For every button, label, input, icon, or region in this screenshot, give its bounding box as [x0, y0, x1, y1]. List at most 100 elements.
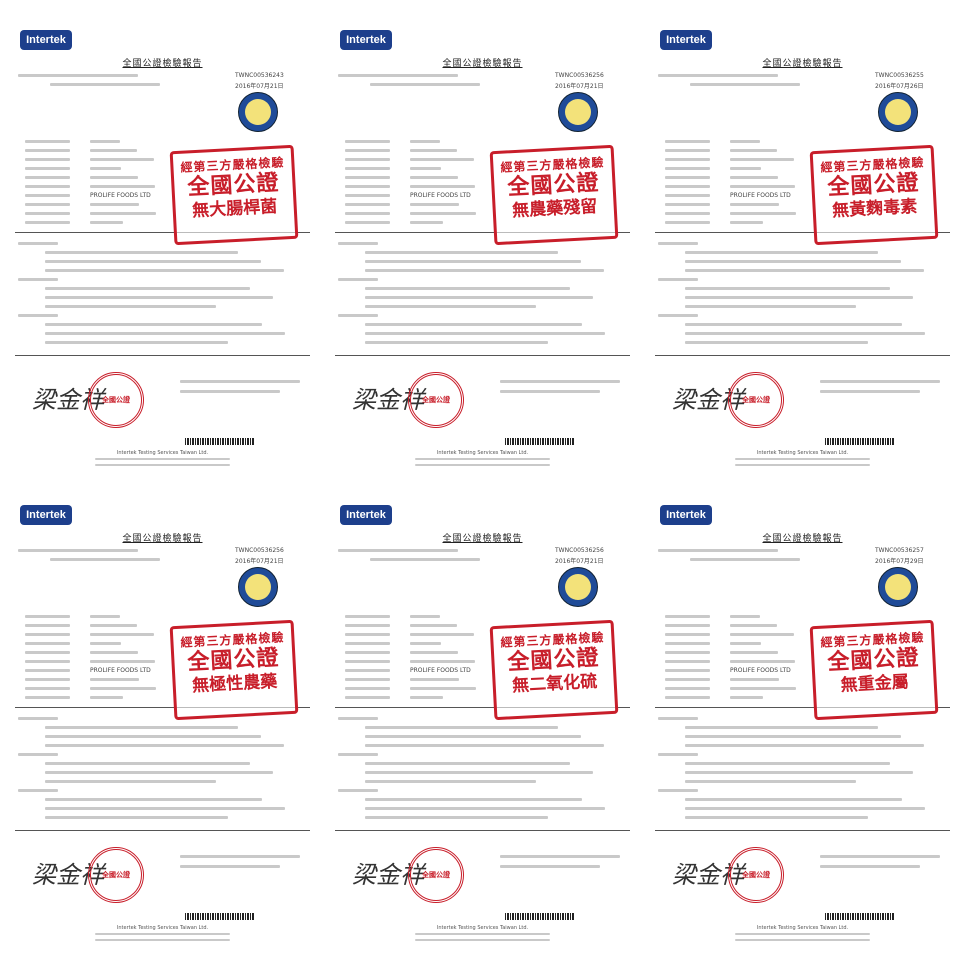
text-line: [25, 669, 70, 672]
text-line: [658, 242, 698, 245]
text-line: [735, 939, 870, 941]
manufacturer: PROLIFE FOODS LTD: [410, 667, 471, 674]
text-line: [45, 726, 238, 729]
report-date: 2016年07月29日: [875, 558, 924, 565]
text-line: [735, 458, 870, 460]
text-line: [90, 185, 155, 188]
text-line: [180, 855, 300, 858]
text-line: [658, 314, 698, 317]
text-line: [365, 296, 593, 299]
text-line: [45, 744, 284, 747]
manufacturer: PROLIFE FOODS LTD: [730, 667, 791, 674]
text-line: [365, 726, 558, 729]
text-line: [95, 939, 230, 941]
text-line: [665, 158, 710, 161]
text-line: [25, 203, 70, 206]
text-line: [338, 278, 378, 281]
text-line: [730, 221, 763, 224]
text-line: [665, 615, 710, 618]
text-line: [90, 140, 120, 143]
text-line: [410, 687, 476, 690]
certification-stamp: 經第三方嚴格檢驗 全國公證 無二氧化硫: [489, 619, 619, 721]
text-line: [658, 549, 778, 552]
text-line: [730, 203, 779, 206]
text-line: [90, 633, 154, 636]
text-line: [45, 816, 228, 819]
text-line: [25, 678, 70, 681]
intertek-logo: Intertek: [660, 505, 712, 525]
text-line: [685, 269, 924, 272]
barcode: [505, 438, 575, 445]
barcode: [825, 438, 895, 445]
text-line: [345, 624, 390, 627]
text-line: [90, 221, 123, 224]
text-line: [665, 203, 710, 206]
text-line: [365, 762, 570, 765]
text-line: [25, 167, 70, 170]
manufacturer: PROLIFE FOODS LTD: [410, 192, 471, 199]
text-line: [345, 185, 390, 188]
text-line: [18, 314, 58, 317]
footer-company: Intertek Testing Services Taiwan Ltd.: [436, 925, 529, 931]
text-line: [25, 615, 70, 618]
text-line: [45, 287, 250, 290]
text-line: [665, 687, 710, 690]
text-line: [45, 762, 250, 765]
intertek-logo: Intertek: [20, 30, 72, 50]
text-line: [410, 158, 474, 161]
divider: [15, 830, 310, 831]
text-line: [365, 332, 605, 335]
footer-company: Intertek Testing Services Taiwan Ltd.: [756, 925, 849, 931]
text-line: [658, 789, 698, 792]
text-line: [410, 660, 475, 663]
accreditation-emblem: [878, 567, 918, 607]
text-line: [685, 251, 878, 254]
text-line: [25, 633, 70, 636]
divider: [655, 830, 950, 831]
text-line: [410, 615, 440, 618]
text-line: [365, 341, 548, 344]
text-line: [345, 687, 390, 690]
text-line: [730, 140, 760, 143]
text-line: [90, 687, 156, 690]
text-line: [410, 678, 459, 681]
barcode: [185, 913, 255, 920]
text-line: [685, 735, 901, 738]
test-report-document: Intertek 全國公證檢驗報告 TWNC00536256 2016年07月21日 P…: [330, 20, 635, 470]
text-line: [45, 780, 216, 783]
text-line: [50, 83, 160, 86]
text-line: [18, 278, 58, 281]
text-line: [45, 341, 228, 344]
text-line: [90, 176, 138, 179]
report-number: TWNC00536256: [555, 72, 604, 79]
text-line: [365, 251, 558, 254]
text-line: [345, 669, 390, 672]
text-line: [685, 807, 925, 810]
text-line: [730, 149, 777, 152]
text-line: [365, 260, 581, 263]
text-line: [345, 212, 390, 215]
text-line: [365, 798, 582, 801]
text-line: [410, 149, 457, 152]
text-line: [345, 140, 390, 143]
text-line: [410, 633, 474, 636]
text-line: [25, 651, 70, 654]
text-line: [730, 633, 794, 636]
company-seal: 全國公證: [88, 372, 144, 428]
divider: [15, 355, 310, 356]
text-line: [90, 212, 156, 215]
text-line: [410, 221, 443, 224]
text-line: [345, 149, 390, 152]
text-line: [25, 642, 70, 645]
text-line: [345, 660, 390, 663]
company-seal: 全國公證: [408, 372, 464, 428]
text-line: [25, 140, 70, 143]
intertek-logo: Intertek: [660, 30, 712, 50]
text-line: [45, 323, 262, 326]
footer-company: Intertek Testing Services Taiwan Ltd.: [436, 450, 529, 456]
text-line: [338, 242, 378, 245]
text-line: [345, 167, 390, 170]
manufacturer: PROLIFE FOODS LTD: [90, 667, 151, 674]
text-line: [690, 558, 800, 561]
text-line: [95, 933, 230, 935]
